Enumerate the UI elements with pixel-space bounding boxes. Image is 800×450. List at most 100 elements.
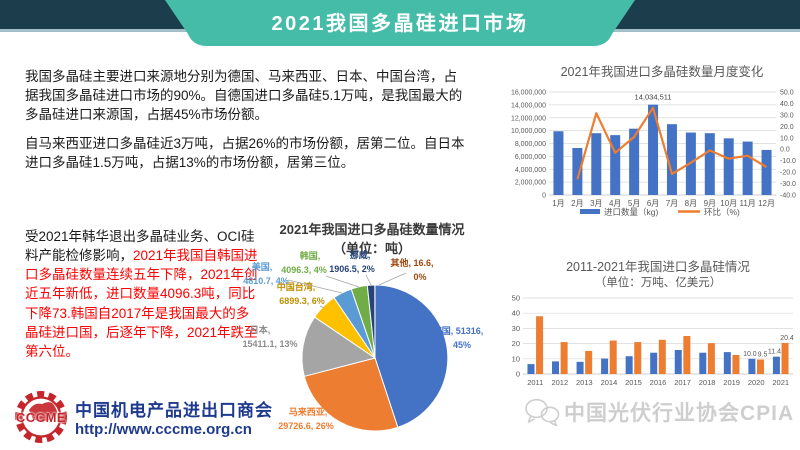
svg-text:2020: 2020 <box>748 378 765 387</box>
svg-text:11月: 11月 <box>739 199 755 208</box>
pie-label-5-1: 4096.3, 4% <box>281 265 327 275</box>
bar-2016-0 <box>650 353 657 374</box>
svg-text:30.0: 30.0 <box>780 112 794 119</box>
pie-label-3-1: 6899.3, 6% <box>279 296 325 306</box>
wechat-icon <box>523 396 561 428</box>
svg-text:2,000,000: 2,000,000 <box>515 180 546 187</box>
bar-label-20.4: 20.4 <box>780 335 794 342</box>
pie-label-0-0: 德国, 51316, <box>433 325 484 336</box>
pie-label-0-1: 45% <box>453 340 471 350</box>
bar-2018-1 <box>708 343 715 374</box>
korea-paragraph-highlight: 2021年我国自韩国进口多晶硅数量连续五年下降，2021年创近五年新低，进口数量… <box>25 248 258 359</box>
bar-2020-0 <box>748 359 755 374</box>
bar-2013-0 <box>577 362 584 374</box>
svg-text:20: 20 <box>512 339 520 348</box>
cccme-abbr: CCCME <box>12 410 70 425</box>
svg-text:50: 50 <box>512 294 520 303</box>
pie-leader-6 <box>366 275 371 285</box>
svg-text:1月: 1月 <box>552 199 564 208</box>
pie-label-5-0: 韩国, <box>300 250 321 261</box>
svg-text:-30.0: -30.0 <box>780 181 796 188</box>
svg-text:8月: 8月 <box>685 199 697 208</box>
svg-text:0: 0 <box>542 193 546 200</box>
pie-label-1-0: 马来西亚, <box>289 406 328 417</box>
legend-bar-swatch <box>580 209 600 214</box>
yearly-title: 2011-2021年我国进口多晶硅情况 <box>566 260 750 274</box>
bar-2016-1 <box>659 340 666 374</box>
svg-text:20.0: 20.0 <box>780 124 794 131</box>
bar-2017-0 <box>675 350 682 374</box>
svg-text:2016: 2016 <box>650 378 667 387</box>
svg-text:2月: 2月 <box>571 199 583 208</box>
bar-2019-0 <box>724 352 731 374</box>
pie-leader-5 <box>326 276 359 287</box>
pie-label-6-1: 1906.5, 2% <box>329 264 375 274</box>
watermark-text: 中国光伏行业协会CPIA <box>564 397 794 427</box>
svg-text:40.0: 40.0 <box>780 101 794 108</box>
pie-label-2-0: 日本, <box>250 324 271 335</box>
bar-2017-1 <box>683 336 690 374</box>
svg-text:2018: 2018 <box>699 378 716 387</box>
bar-2021-1 <box>782 343 789 374</box>
pie-leader-7 <box>379 273 406 285</box>
pie-label-1-1: 29726.6, 26% <box>278 421 334 431</box>
bar-2014-0 <box>601 358 608 374</box>
svg-text:14,000,000: 14,000,000 <box>511 102 546 109</box>
bar-2011-1 <box>536 316 543 374</box>
svg-text:10,000,000: 10,000,000 <box>511 128 546 135</box>
svg-text:12,000,000: 12,000,000 <box>511 115 546 122</box>
bar-2018-0 <box>699 353 706 374</box>
svg-text:2019: 2019 <box>723 378 740 387</box>
intro-paragraph: 我国多晶硅主要进口来源地分别为德国、马来西亚、日本、中国台湾，占据我国多晶硅进口… <box>25 67 467 124</box>
svg-text:0.0: 0.0 <box>780 147 790 154</box>
bar-2011-0 <box>527 364 534 374</box>
slide-title: 2021我国多晶硅进口市场 <box>165 7 635 36</box>
pie-label-6-0: 挪威, <box>350 249 371 260</box>
pie-title: 2021年我国进口多晶硅数量情况 <box>280 222 465 237</box>
bar-2020-1 <box>757 360 764 374</box>
svg-text:2015: 2015 <box>625 378 642 387</box>
svg-text:-10.0: -10.0 <box>780 158 796 165</box>
pie-label-4-1: 4810.7, 4% <box>243 276 289 286</box>
svg-text:10: 10 <box>512 354 520 363</box>
svg-text:6,000,000: 6,000,000 <box>515 154 546 161</box>
legend-bar-label: 进口数量（kg) <box>604 207 658 217</box>
bar-9月 <box>705 133 715 195</box>
bar-2月 <box>572 148 582 195</box>
svg-text:3月: 3月 <box>590 199 602 208</box>
svg-text:-20.0: -20.0 <box>780 170 796 177</box>
monthly-svg: 2021年我国进口多晶硅数量月度变化02,000,0004,000,0006,0… <box>493 60 800 225</box>
svg-text:2012: 2012 <box>551 378 568 387</box>
pie-subtitle: （单位：吨） <box>333 241 411 256</box>
cccme-logo-block: CCCME 中国机电产品进出口商会 http://www.cccme.org.c… <box>12 389 273 445</box>
svg-text:7月: 7月 <box>666 199 678 208</box>
bar-2015-0 <box>626 356 633 374</box>
pie-label-7-1: 0% <box>413 272 426 282</box>
svg-text:40: 40 <box>512 309 520 318</box>
bar-2012-0 <box>552 361 559 374</box>
svg-text:2011: 2011 <box>527 378 543 387</box>
bar-2012-1 <box>561 342 568 374</box>
header-banner: 2021我国多晶硅进口市场 <box>165 0 635 47</box>
bar-12月 <box>762 150 772 195</box>
svg-text:16,000,000: 16,000,000 <box>511 90 546 97</box>
monthly-title: 2021年我国进口多晶硅数量月度变化 <box>561 64 764 79</box>
cccme-gear: CCCME <box>12 389 70 445</box>
yearly-subtitle: （单位：万吨、亿美元） <box>595 275 722 289</box>
pie-chart-imports-by-country: 2021年我国进口多晶硅数量情况 （单位：吨） 德国, 51316, 45% 马来西亚,… <box>240 218 495 449</box>
legend-line-label: 环比（%) <box>704 207 740 217</box>
svg-text:30: 30 <box>512 324 520 333</box>
bar-1月 <box>553 131 563 195</box>
svg-text:8,000,000: 8,000,000 <box>515 141 546 148</box>
yearly-svg: 2011-2021年我国进口多晶硅情况（单位：万吨、亿美元）0102030405… <box>493 256 800 399</box>
bar-11月 <box>743 142 753 195</box>
bar-label-9.5: 9.5 <box>758 352 768 359</box>
cpia-watermark: 中国光伏行业协会CPIA <box>523 396 794 428</box>
svg-text:-40.0: -40.0 <box>780 193 796 200</box>
bar-label-10.0: 10.0 <box>743 351 757 358</box>
korea-paragraph: 受2021年韩华退出多晶硅业务、OCI硅料产能检修影响，2021年我国自韩国进口… <box>25 227 261 361</box>
monthly-max-label: 14,034,511 <box>635 93 672 102</box>
pie-label-7-0: 其他, 16.6, <box>390 257 433 268</box>
